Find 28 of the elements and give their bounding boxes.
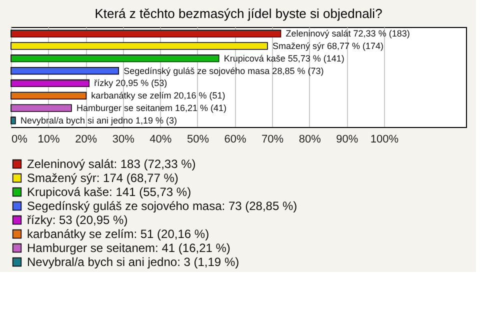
x-tick-label: 0%: [12, 134, 28, 146]
data-label: Hamburger se seitanem 16,21 % (41): [76, 103, 227, 114]
x-tick-label: 60%: [224, 134, 246, 146]
data-label: Nevybral/a bych si ani jedno 1,19 % (3): [20, 115, 178, 126]
legend-label: Krupicová kaše: 141 (55,73 %): [27, 185, 192, 199]
x-tick-label: 30%: [112, 134, 135, 146]
x-tick-label: 80%: [298, 134, 322, 146]
x-tick-label: 40%: [150, 134, 172, 146]
x-tick-label: 10%: [38, 134, 60, 146]
chart-title: Která z těchto bezmasých jídel byste si objednali?: [94, 6, 382, 21]
x-tick-label: 20%: [75, 134, 98, 146]
x-tick-label: 70%: [262, 134, 284, 146]
data-label: Zeleninový salát 72,33 % (183): [286, 28, 410, 39]
legend-label: Nevybral/a bych si ani jedno: 3 (1,19 %): [27, 255, 240, 269]
data-label: Krupicová kaše 55,73 % (141): [224, 53, 344, 64]
data-label: řízky 20,95 % (53): [94, 78, 168, 88]
legend-label: řízky: 53 (20,95 %): [27, 213, 128, 227]
legend-label: Zeleninový salát: 183 (72,33 %): [27, 157, 196, 171]
legend-label: Segedínský guláš ze sojového masa: 73 (28,85 %): [27, 199, 298, 213]
legend-label: Hamburger se seitanem: 41 (16,21 %): [27, 241, 230, 255]
x-tick-label: 90%: [336, 134, 358, 146]
data-label: karbanátky se zelím 20,16 % (51): [91, 90, 226, 101]
data-label: Smažený sýr 68,77 % (174): [272, 40, 384, 51]
x-tick-label: 100%: [370, 134, 399, 146]
data-label: Segedínský guláš ze sojového masa 28,85 % (73): [124, 66, 324, 76]
legend-label: karbanátky se zelím: 51 (20,16 %): [27, 227, 210, 241]
x-tick-label: 50%: [186, 134, 210, 146]
legend-label: Smažený sýr: 174 (68,77 %): [27, 171, 178, 185]
